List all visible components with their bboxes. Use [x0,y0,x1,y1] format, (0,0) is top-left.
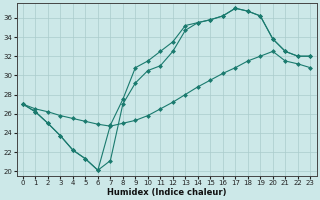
X-axis label: Humidex (Indice chaleur): Humidex (Indice chaleur) [107,188,226,197]
